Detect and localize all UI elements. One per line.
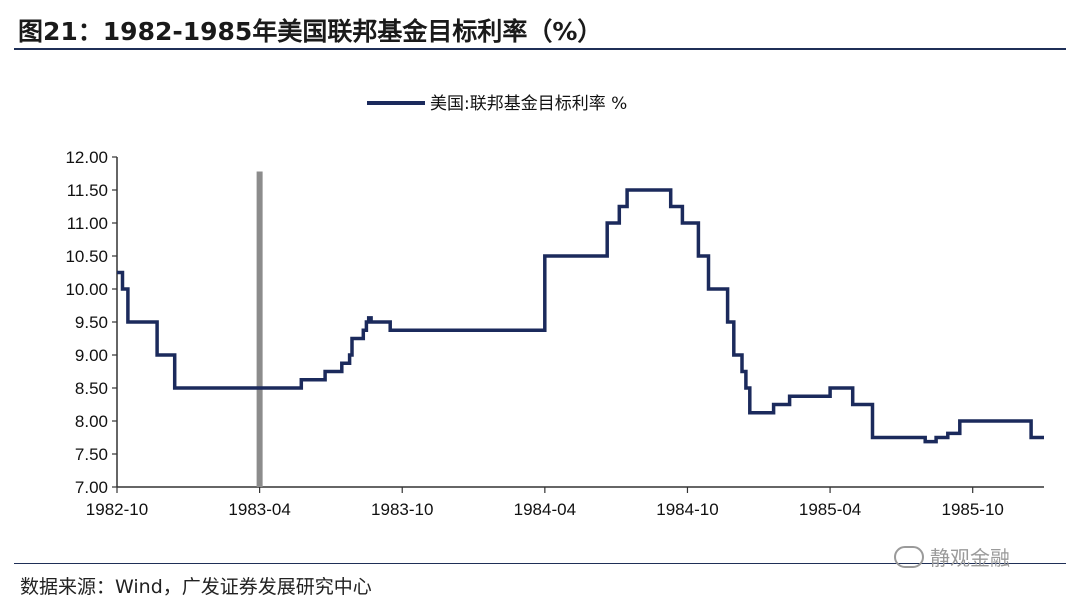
x-tick-label: 1983-04: [228, 500, 290, 519]
x-tick-label: 1985-10: [941, 500, 1003, 519]
source-divider: [14, 563, 1066, 564]
y-tick-label: 10.00: [65, 280, 108, 299]
y-tick-label: 7.00: [75, 478, 108, 497]
x-tick-label: 1983-10: [371, 500, 433, 519]
x-tick-label: 1982-10: [86, 500, 148, 519]
y-axis: 12.00 11.50 11.00 10.50 10.00 9.50 9.00 8.50 8.0…: [65, 148, 118, 497]
watermark-label: 静观金融: [930, 546, 1010, 570]
page-title: 图21：1982-1985年美国联邦基金目标利率（%）: [18, 17, 603, 46]
y-tick-label: 8.50: [75, 379, 108, 398]
legend-label: 美国:联邦基金目标利率 %: [430, 94, 627, 114]
x-tick-label: 1985-04: [799, 500, 861, 519]
series-line: [117, 188, 1044, 444]
x-tick-label: 1984-10: [656, 500, 718, 519]
source-note: 数据来源：Wind，广发证券发展研究中心: [20, 576, 372, 598]
y-tick-label: 8.00: [75, 412, 108, 431]
x-axis: 1982-10 1983-04 1983-10 1984-04 1984-10 1985-…: [86, 486, 1044, 519]
wechat-icon: [894, 546, 924, 568]
y-tick-label: 11.00: [67, 214, 108, 233]
y-tick-label: 10.50: [65, 247, 108, 266]
y-tick-label: 7.50: [75, 445, 108, 464]
series-layer: [117, 188, 1044, 444]
x-tick-label: 1984-04: [514, 500, 576, 519]
watermark: 静观金融: [894, 542, 1010, 571]
y-tick-label: 9.50: [75, 313, 108, 332]
line-chart: 美国:联邦基金目标利率 % 12.00 11.50 11.00 10.50 10.00 9…: [65, 94, 1044, 519]
y-tick-label: 9.00: [75, 346, 108, 365]
y-tick-label: 11.50: [67, 181, 108, 200]
y-tick-label: 12.00: [65, 148, 108, 167]
legend: 美国:联邦基金目标利率 %: [367, 94, 627, 114]
title-divider: [14, 48, 1066, 50]
